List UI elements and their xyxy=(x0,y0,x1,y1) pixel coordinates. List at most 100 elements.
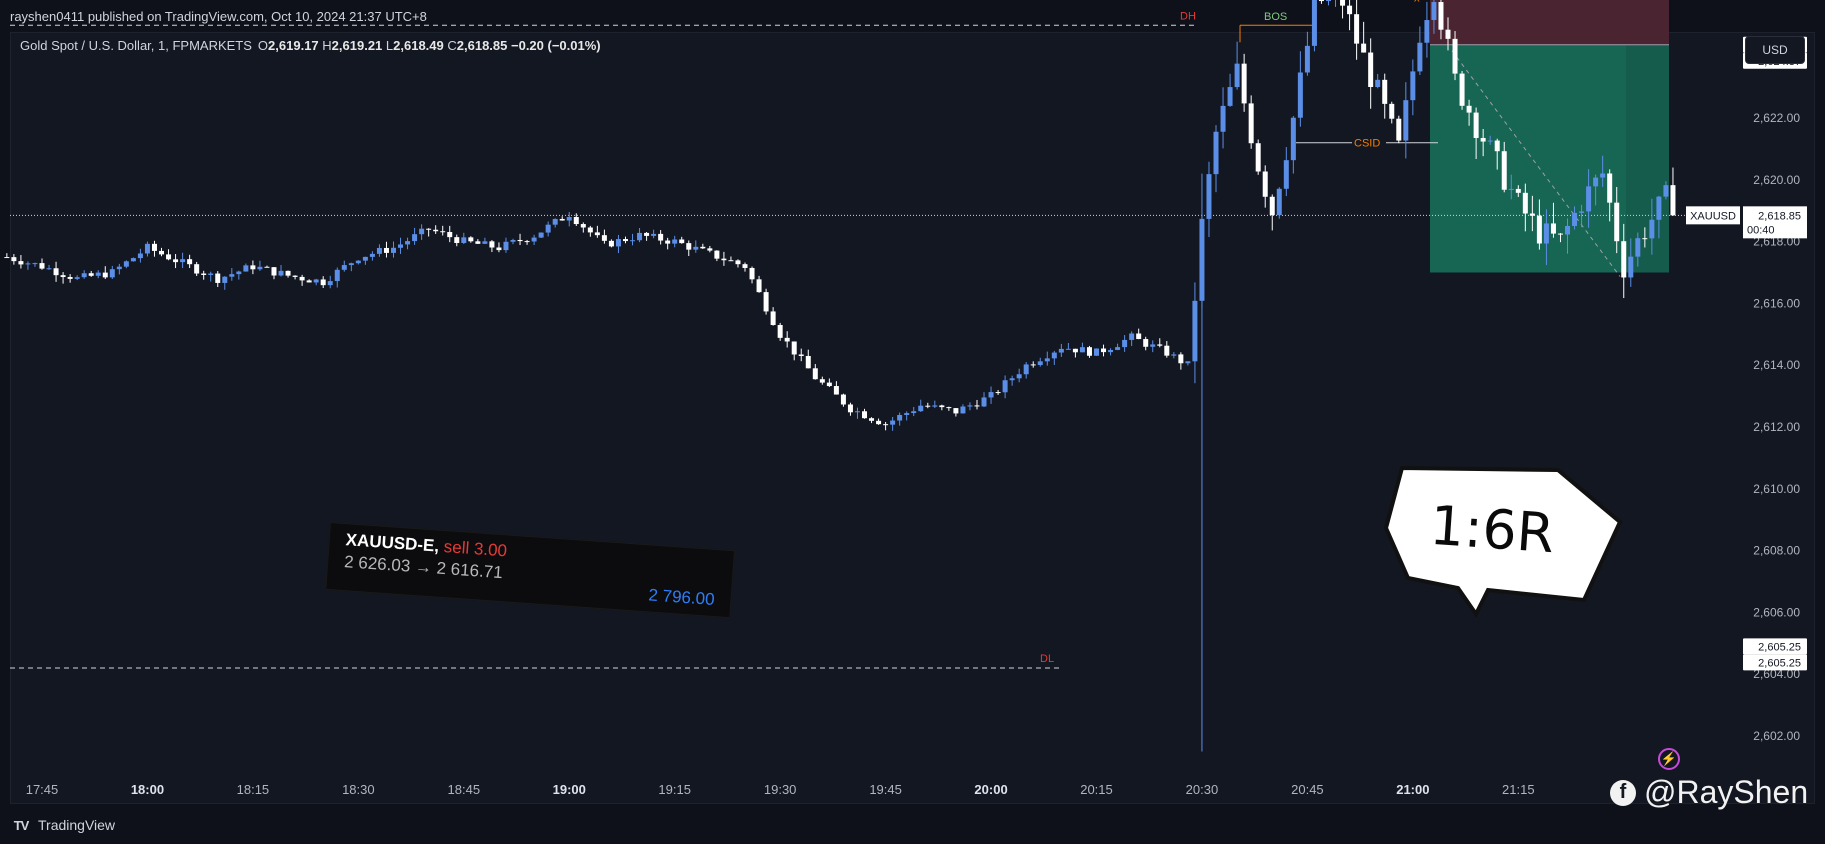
candle-body xyxy=(313,279,319,283)
candle-body xyxy=(187,259,193,265)
candle-body xyxy=(1157,344,1163,346)
candle-body xyxy=(1234,63,1240,88)
candle-body xyxy=(728,260,734,262)
time-axis-tick: 20:15 xyxy=(1080,782,1113,797)
candle-body xyxy=(735,260,741,265)
candle-body xyxy=(60,275,66,278)
candle-body xyxy=(1389,103,1395,119)
candle-body xyxy=(299,276,305,281)
candle-body xyxy=(651,233,657,236)
candle-body xyxy=(679,239,685,244)
candle-body xyxy=(482,241,488,244)
candle-body xyxy=(475,241,481,244)
candle-body xyxy=(18,261,24,265)
candle-body xyxy=(1297,72,1303,118)
last-price-tag-bg xyxy=(1743,206,1807,239)
dl-price-tag-top: 2,605.25 xyxy=(1758,641,1801,653)
footer-brand[interactable]: TradingView xyxy=(38,817,116,833)
x-marker-label: x xyxy=(1414,0,1420,4)
candle-body xyxy=(622,239,628,242)
price-axis-tick: 2,602.00 xyxy=(1753,729,1800,743)
candle-body xyxy=(88,273,94,276)
candle-body xyxy=(1368,52,1374,88)
candle-body xyxy=(1171,354,1177,356)
trade-card-pnl: 2 796.00 xyxy=(647,585,716,609)
price-axis-tick: 2,610.00 xyxy=(1753,482,1800,496)
candle-body xyxy=(1557,233,1563,235)
candle-body xyxy=(1565,225,1571,235)
candle-body xyxy=(566,217,572,221)
time-axis-tick: 21:15 xyxy=(1502,782,1535,797)
candle-body xyxy=(376,247,382,254)
candle-body xyxy=(426,228,432,230)
candle-body xyxy=(95,272,101,276)
watermark-handle: @RayShen xyxy=(1644,774,1809,810)
candle-body xyxy=(454,237,460,244)
candle-body xyxy=(791,341,797,355)
dl-price-tag-bottom: 2,605.25 xyxy=(1758,657,1801,669)
candle-body xyxy=(644,232,650,236)
candle-body xyxy=(960,406,966,414)
candle-body xyxy=(721,258,727,261)
candle-body xyxy=(524,241,530,243)
price-axis-tick: 2,606.00 xyxy=(1753,605,1800,619)
legend-low-key: L xyxy=(385,38,394,53)
risk-reward-label: 1:6R xyxy=(1427,493,1557,566)
price-axis-tick: 2,626.00 xyxy=(1753,0,1800,1)
price-axis-tick: 2,620.00 xyxy=(1753,173,1800,187)
candle-body xyxy=(1129,333,1135,340)
candle-body xyxy=(278,270,284,276)
candle-body xyxy=(1079,347,1085,353)
candle-body xyxy=(665,240,671,244)
candle-body xyxy=(869,418,875,421)
time-axis-tick: 20:45 xyxy=(1291,782,1324,797)
lightning-bolt-icon[interactable]: ⚡ xyxy=(1658,748,1680,770)
candle-body xyxy=(932,405,938,407)
candle-body xyxy=(847,404,853,413)
candle-body xyxy=(1550,223,1556,234)
candle-body xyxy=(1115,347,1121,350)
candle-body xyxy=(1621,241,1627,278)
candle-body xyxy=(412,234,418,242)
price-axis-tick: 2,604.00 xyxy=(1753,667,1800,681)
candle-body xyxy=(890,420,896,425)
candle-body xyxy=(116,266,122,270)
candle-body xyxy=(918,405,924,412)
tradingview-logo-icon[interactable]: TV xyxy=(13,817,30,833)
candle-body xyxy=(334,269,340,282)
currency-button[interactable]: USD xyxy=(1745,36,1805,64)
candle-body xyxy=(4,257,10,259)
candle-body xyxy=(1382,79,1388,104)
candle-body xyxy=(1480,137,1486,142)
candle-body xyxy=(510,239,516,242)
candle-body xyxy=(201,273,207,275)
candle-body xyxy=(911,411,917,414)
candle-body xyxy=(1410,71,1416,101)
candle-body xyxy=(714,250,720,259)
candle-body xyxy=(658,233,664,241)
candle-body xyxy=(1635,238,1641,257)
candle-body xyxy=(707,248,713,251)
dl-label: DL xyxy=(1040,653,1054,665)
candle-body xyxy=(419,228,425,235)
candle-body xyxy=(1579,211,1585,213)
candle-body xyxy=(1340,0,1346,6)
countdown-tag: 00:40 xyxy=(1747,224,1775,236)
time-axis-tick: 19:30 xyxy=(764,782,797,797)
candle-body xyxy=(109,269,115,278)
candle-body xyxy=(173,259,179,263)
candle-body xyxy=(904,413,910,416)
publish-text: rayshen0411 published on TradingView.com… xyxy=(10,8,427,24)
candle-body xyxy=(391,247,396,253)
candle-body xyxy=(1002,380,1008,393)
candle-body xyxy=(32,263,38,265)
candle-body xyxy=(1269,196,1275,216)
candle-body xyxy=(988,392,994,398)
candle-body xyxy=(1192,300,1198,362)
candle-body xyxy=(461,237,467,244)
candle-body xyxy=(292,275,298,277)
candle-body xyxy=(1614,202,1620,242)
candle-body xyxy=(1656,196,1662,220)
candle-body xyxy=(144,243,150,254)
